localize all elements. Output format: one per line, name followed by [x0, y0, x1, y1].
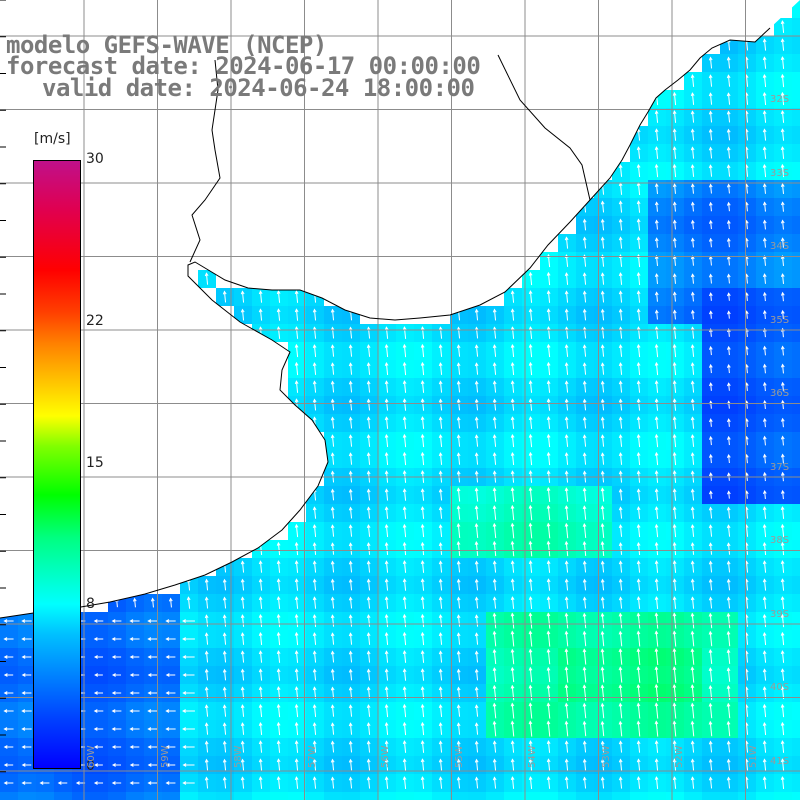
- valid-date: valid date: 2024-06-24 18:00:00: [42, 74, 475, 102]
- latitude-label: 34S: [770, 241, 790, 252]
- latitude-label: 38S: [770, 535, 790, 546]
- colorbar-tick-label: 30: [86, 151, 104, 167]
- latitude-label: 41S: [770, 755, 790, 767]
- latitude-label: 35S: [770, 314, 790, 326]
- latitude-label: 37S: [770, 461, 790, 473]
- latitude-label: 39S: [770, 608, 790, 620]
- longitude-label: 54W: [527, 745, 538, 768]
- colorbar-tick-label: 22: [86, 312, 104, 329]
- colorbar-unit: [m/s]: [34, 131, 71, 147]
- colorbar: [33, 160, 81, 769]
- longitude-label: 55W: [453, 745, 465, 768]
- longitude-label: 53W: [600, 745, 612, 768]
- coastline: [0, 27, 771, 619]
- longitude-label: 56W: [380, 745, 391, 768]
- longitude-label: 58W: [233, 745, 244, 768]
- longitude-label: 60W: [86, 745, 97, 768]
- longitude-label: 57W: [306, 745, 318, 768]
- colorbar-tick-label: 15: [86, 454, 104, 471]
- forecast-date: forecast date: 2024-06-17 00:00:00: [6, 52, 481, 80]
- latitude-label: 32S: [770, 94, 790, 105]
- colorbar-tick-label: 8: [86, 596, 95, 613]
- longitude-label: 51W: [747, 745, 759, 768]
- latitude-label: 40S: [770, 682, 790, 693]
- colorbar-tick-label: 0: [86, 758, 95, 774]
- model-title: modelo GEFS-WAVE (NCEP): [6, 31, 327, 59]
- longitude-label: 52W: [674, 745, 685, 768]
- latitude-label: 33S: [770, 167, 790, 179]
- latitude-label: 36S: [770, 388, 790, 399]
- longitude-label: 59W: [159, 745, 171, 768]
